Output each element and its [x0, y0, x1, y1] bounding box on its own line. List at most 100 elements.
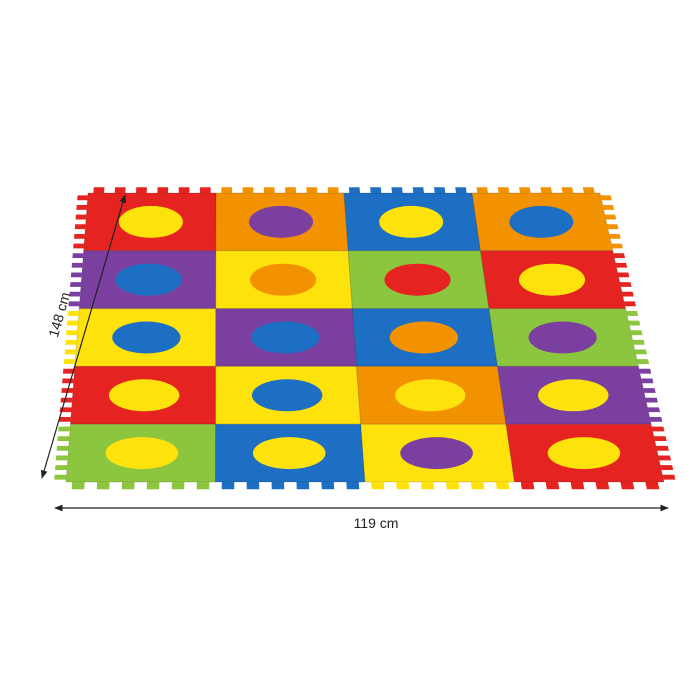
tile-figure	[112, 321, 181, 354]
edge-tooth	[653, 436, 667, 442]
edge-tooth	[649, 416, 663, 422]
edge-tooth	[77, 195, 88, 201]
edge-tooth	[70, 272, 82, 278]
edge-tooth	[602, 205, 615, 210]
edge-tooth	[71, 482, 85, 490]
edge-tooth	[632, 339, 645, 345]
edge-tooth	[178, 187, 190, 193]
edge-tooth	[348, 187, 360, 193]
edge-tooth	[96, 482, 110, 490]
edge-tooth	[624, 301, 636, 307]
edge-tooth	[582, 187, 595, 193]
edge-tooth	[221, 482, 235, 490]
edge-tooth	[660, 465, 674, 470]
edge-tooth	[93, 187, 105, 193]
edge-tooth	[370, 187, 382, 193]
tile-figure	[509, 205, 574, 238]
edge-tooth	[63, 359, 76, 364]
edge-tooth	[60, 397, 73, 403]
edge-tooth	[520, 482, 535, 490]
tile-figure	[105, 437, 179, 470]
tile-figure	[249, 205, 314, 238]
edge-tooth	[545, 482, 560, 490]
edge-tooth	[647, 407, 661, 413]
edge-tooth	[651, 426, 665, 432]
edge-tooth	[56, 445, 69, 451]
edge-tooth	[656, 445, 669, 451]
edge-tooth	[570, 482, 585, 490]
edge-tooth	[306, 187, 318, 193]
edge-tooth	[609, 233, 621, 239]
edge-tooth	[71, 262, 83, 268]
edge-tooth	[476, 187, 488, 193]
edge-tooth	[157, 187, 169, 193]
edge-tooth	[634, 349, 647, 355]
edge-tooth	[611, 243, 623, 249]
edge-tooth	[445, 482, 460, 490]
edge-tooth	[121, 482, 135, 490]
edge-tooth	[66, 320, 79, 326]
edge-tooth	[70, 282, 82, 287]
edge-tooth	[221, 187, 232, 193]
tile-figure	[115, 263, 182, 296]
edge-tooth	[72, 253, 84, 259]
edge-tooth	[321, 482, 335, 490]
edge-tooth	[55, 455, 69, 461]
edge-tooth	[643, 388, 656, 393]
tile-figure	[389, 321, 459, 354]
width-label: 119 cm	[354, 515, 399, 531]
edge-tooth	[62, 378, 74, 384]
edge-tooth	[76, 205, 88, 210]
edge-tooth	[470, 482, 485, 490]
edge-tooth	[327, 187, 339, 193]
edge-tooth	[57, 436, 70, 442]
edge-tooth	[64, 349, 77, 355]
tile-figure	[395, 379, 466, 412]
edge-tooth	[626, 311, 639, 316]
edge-tooth	[54, 474, 67, 480]
edge-tooth	[412, 187, 424, 193]
edge-tooth	[621, 291, 634, 297]
edge-tooth	[662, 474, 676, 480]
edge-tooth	[497, 187, 510, 193]
height-dimension-line	[40, 194, 127, 479]
tile-figure	[118, 205, 183, 238]
tile-figure	[251, 379, 323, 412]
puzzle-mat	[54, 187, 676, 490]
edge-tooth	[75, 214, 87, 220]
edge-tooth	[55, 465, 68, 470]
edge-tooth	[396, 482, 410, 490]
edge-tooth	[391, 187, 403, 193]
edge-tooth	[146, 482, 160, 490]
tile-figure	[250, 263, 317, 296]
edge-tooth	[346, 482, 360, 490]
edge-tooth	[58, 426, 71, 432]
tile-figure	[384, 263, 451, 296]
edge-tooth	[600, 195, 612, 201]
tile-figure	[547, 437, 621, 470]
edge-tooth	[67, 311, 80, 316]
edge-tooth	[628, 320, 641, 326]
edge-tooth	[196, 482, 210, 490]
edge-tooth	[371, 482, 385, 490]
edge-tooth	[615, 262, 628, 268]
edge-tooth	[66, 330, 78, 336]
tile-figure	[252, 437, 326, 470]
tile-figure	[108, 379, 180, 412]
tile-figure	[538, 379, 609, 412]
edge-tooth	[271, 482, 285, 490]
edge-tooth	[620, 482, 635, 490]
edge-tooth	[74, 224, 86, 230]
edge-tooth	[136, 187, 147, 193]
edge-tooth	[658, 455, 672, 461]
tile-figure	[250, 321, 320, 354]
edge-tooth	[495, 482, 510, 490]
edge-tooth	[58, 416, 71, 422]
edge-tooth	[645, 482, 660, 490]
edge-tooth	[641, 378, 654, 384]
edge-tooth	[421, 482, 435, 490]
edge-tooth	[171, 482, 185, 490]
tile-figure	[379, 205, 444, 238]
edge-tooth	[636, 359, 650, 364]
edge-tooth	[65, 339, 77, 345]
